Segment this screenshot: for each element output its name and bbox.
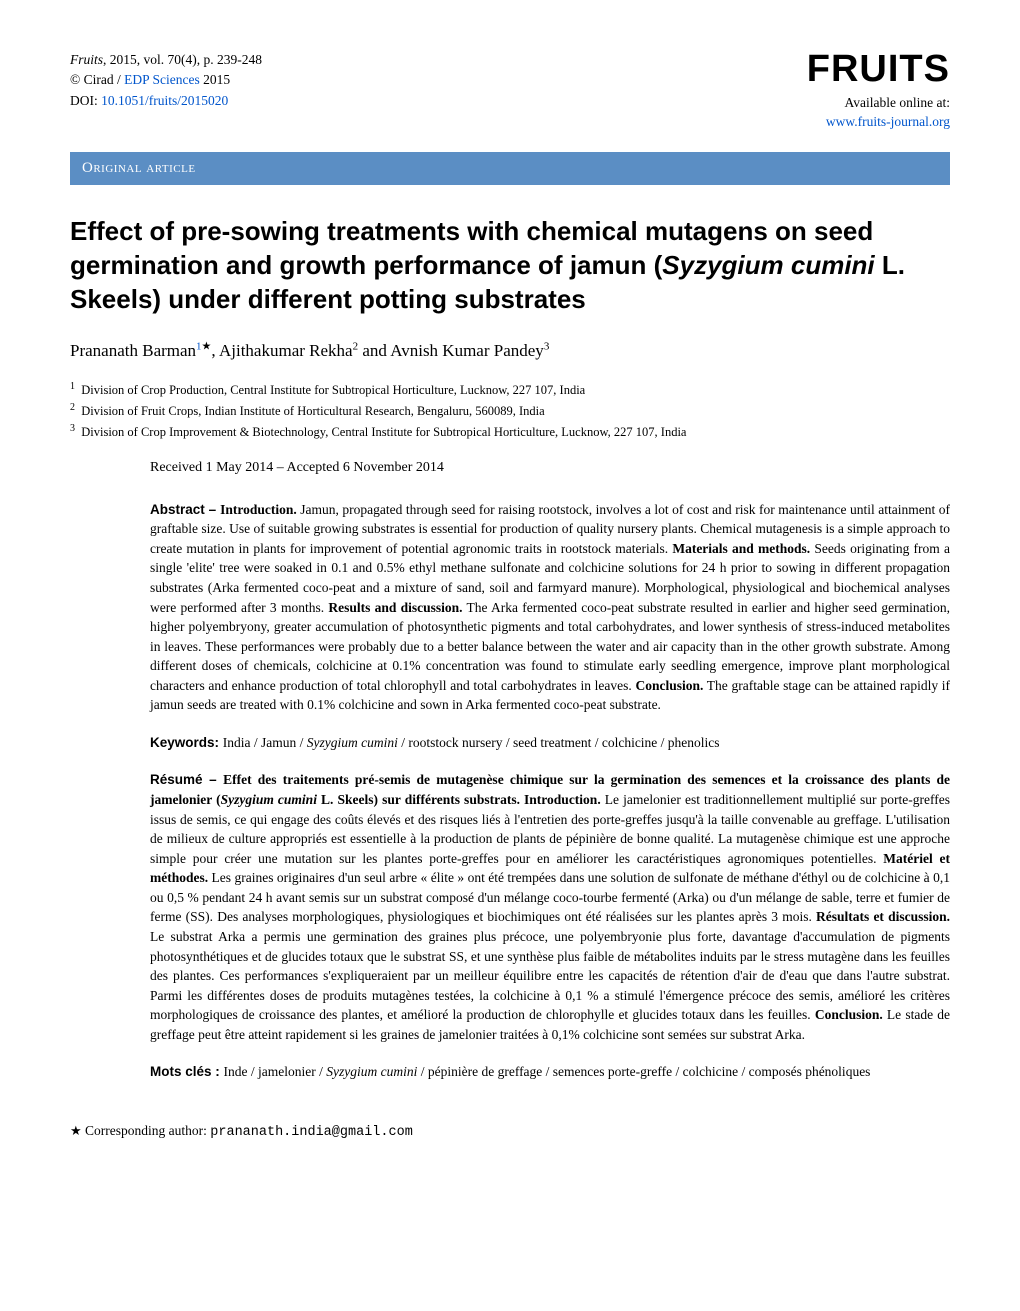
dates-line: Received 1 May 2014 – Accepted 6 Novembe… [150,458,950,478]
author-3: Avnish Kumar Pandey [390,341,544,360]
journal-url-link[interactable]: www.fruits-journal.org [826,114,950,129]
header-right: FRUITS Available online at: www.fruits-j… [807,50,950,132]
affiliation-3-text: Division of Crop Improvement & Biotechno… [81,425,686,439]
author-2-aff: 2 [353,340,359,352]
available-text: Available online at: [807,94,950,113]
citation-rest: , 2015, vol. 70(4), p. 239-248 [103,52,262,67]
article-type-bar: Original article [70,152,950,185]
copyright-prefix: © Cirad / [70,72,124,87]
edp-link[interactable]: EDP Sciences [124,72,200,87]
resume-title-post: L. Skeels) sur différents substrats. [317,792,524,807]
mots-post: / pépinière de greffage / semences porte… [417,1064,870,1079]
affiliation-2-text: Division of Fruit Crops, Indian Institut… [81,404,544,418]
affiliations-block: 1 Division of Crop Production, Central I… [70,379,950,442]
resume-block: Résumé – Effet des traitements pré-semis… [150,770,950,1044]
mots-latin: Syzygium cumini [326,1064,417,1079]
corresponding-author-line: ★ Corresponding author: prananath.india@… [70,1122,950,1143]
abstract-block: Abstract – Introduction. Jamun, propagat… [150,500,950,715]
abstract-mat-h: Materials and methods. [672,541,810,556]
resume-intro-h: Introduction. [524,792,601,807]
copyright-suffix: 2015 [200,72,230,87]
affiliation-2: 2 Division of Fruit Crops, Indian Instit… [70,400,950,421]
keywords-pre: India / Jamun / [223,735,307,750]
abstract-res-h: Results and discussion. [328,600,462,615]
resume-title-latin: Syzygium cumini [221,792,317,807]
keywords-label: Keywords: [150,735,223,750]
authors-line: Prananath Barman1★, Ajithakumar Rekha2 a… [70,339,950,363]
doi-line: DOI: 10.1051/fruits/2015020 [70,91,262,111]
abstract-conc-h: Conclusion. [635,678,703,693]
corresponding-label: Corresponding author: [82,1123,211,1138]
mots-label: Mots clés : [150,1064,224,1079]
keywords-block: Keywords: India / Jamun / Syzygium cumin… [150,733,950,753]
journal-name: Fruits [70,52,103,67]
affiliation-3: 3 Division of Crop Improvement & Biotech… [70,421,950,442]
copyright-line: © Cirad / EDP Sciences 2015 [70,70,262,90]
author-1-star: ★ [202,340,212,352]
corresponding-star-icon: ★ [70,1123,82,1138]
title-latin: Syzygium cumini [662,250,874,280]
resume-conc-h: Conclusion. [815,1007,883,1022]
journal-logo: FRUITS [807,50,950,88]
citation-line: Fruits, 2015, vol. 70(4), p. 239-248 [70,50,262,70]
corresponding-email: prananath.india@gmail.com [210,1125,413,1140]
abstract-label: Abstract – [150,502,220,517]
keywords-latin: Syzygium cumini [307,735,398,750]
article-title: Effect of pre-sowing treatments with che… [70,215,950,316]
keywords-post: / rootstock nursery / seed treatment / c… [398,735,720,750]
author-2: Ajithakumar Rekha [219,341,353,360]
affiliation-1: 1 Division of Crop Production, Central I… [70,379,950,400]
doi-prefix: DOI: [70,93,101,108]
affiliation-1-text: Division of Crop Production, Central Ins… [81,383,585,397]
mots-cles-block: Mots clés : Inde / jamelonier / Syzygium… [150,1062,950,1082]
mots-pre: Inde / jamelonier / [224,1064,327,1079]
author-3-aff: 3 [544,340,550,352]
abstract-intro-h: Introduction. [220,502,297,517]
citation-block: Fruits, 2015, vol. 70(4), p. 239-248 © C… [70,50,262,111]
resume-res-h: Résultats et discussion. [816,909,950,924]
author-1: Prananath Barman [70,341,196,360]
doi-link[interactable]: 10.1051/fruits/2015020 [101,93,228,108]
header-row: Fruits, 2015, vol. 70(4), p. 239-248 © C… [70,50,950,132]
resume-label: Résumé – [150,772,223,787]
